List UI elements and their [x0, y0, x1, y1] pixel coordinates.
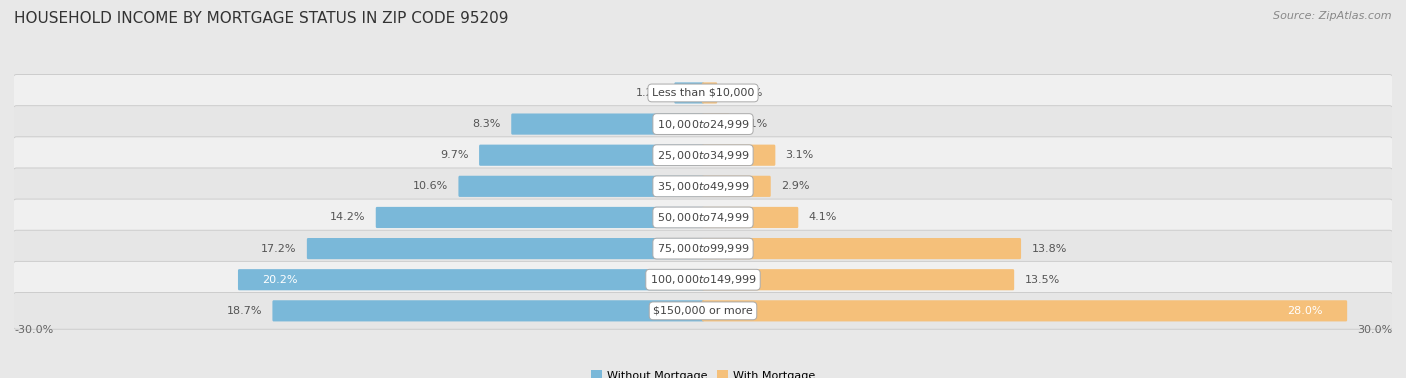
FancyBboxPatch shape — [479, 145, 704, 166]
Text: 30.0%: 30.0% — [1357, 325, 1392, 335]
FancyBboxPatch shape — [375, 207, 704, 228]
Text: HOUSEHOLD INCOME BY MORTGAGE STATUS IN ZIP CODE 95209: HOUSEHOLD INCOME BY MORTGAGE STATUS IN Z… — [14, 11, 509, 26]
FancyBboxPatch shape — [702, 145, 775, 166]
FancyBboxPatch shape — [702, 207, 799, 228]
FancyBboxPatch shape — [13, 168, 1393, 205]
FancyBboxPatch shape — [273, 300, 704, 321]
FancyBboxPatch shape — [458, 176, 704, 197]
FancyBboxPatch shape — [307, 238, 704, 259]
Text: Less than $10,000: Less than $10,000 — [652, 88, 754, 98]
FancyBboxPatch shape — [702, 82, 717, 104]
FancyBboxPatch shape — [13, 137, 1393, 174]
FancyBboxPatch shape — [512, 113, 704, 135]
Text: 28.0%: 28.0% — [1288, 306, 1323, 316]
Text: $35,000 to $49,999: $35,000 to $49,999 — [657, 180, 749, 193]
Text: 10.6%: 10.6% — [413, 181, 449, 191]
Text: 20.2%: 20.2% — [262, 275, 298, 285]
Text: 1.1%: 1.1% — [740, 119, 768, 129]
FancyBboxPatch shape — [13, 293, 1393, 329]
Legend: Without Mortgage, With Mortgage: Without Mortgage, With Mortgage — [586, 366, 820, 378]
Text: $100,000 to $149,999: $100,000 to $149,999 — [650, 273, 756, 286]
Text: $25,000 to $34,999: $25,000 to $34,999 — [657, 149, 749, 162]
Text: -30.0%: -30.0% — [14, 325, 53, 335]
Text: $50,000 to $74,999: $50,000 to $74,999 — [657, 211, 749, 224]
FancyBboxPatch shape — [675, 82, 704, 104]
Text: 18.7%: 18.7% — [226, 306, 262, 316]
Text: 9.7%: 9.7% — [440, 150, 468, 160]
FancyBboxPatch shape — [13, 74, 1393, 111]
FancyBboxPatch shape — [13, 230, 1393, 267]
FancyBboxPatch shape — [13, 261, 1393, 298]
FancyBboxPatch shape — [702, 300, 1347, 321]
Text: $75,000 to $99,999: $75,000 to $99,999 — [657, 242, 749, 255]
FancyBboxPatch shape — [702, 238, 1021, 259]
Text: 13.8%: 13.8% — [1032, 243, 1067, 254]
Text: 13.5%: 13.5% — [1025, 275, 1060, 285]
FancyBboxPatch shape — [13, 106, 1393, 143]
Text: 1.2%: 1.2% — [636, 88, 664, 98]
FancyBboxPatch shape — [702, 176, 770, 197]
Text: $150,000 or more: $150,000 or more — [654, 306, 752, 316]
Text: 14.2%: 14.2% — [330, 212, 366, 223]
FancyBboxPatch shape — [702, 269, 1014, 290]
Text: 3.1%: 3.1% — [786, 150, 814, 160]
Text: 17.2%: 17.2% — [262, 243, 297, 254]
Text: 8.3%: 8.3% — [472, 119, 501, 129]
Text: 2.9%: 2.9% — [782, 181, 810, 191]
FancyBboxPatch shape — [238, 269, 704, 290]
Text: $10,000 to $24,999: $10,000 to $24,999 — [657, 118, 749, 130]
Text: Source: ZipAtlas.com: Source: ZipAtlas.com — [1274, 11, 1392, 21]
FancyBboxPatch shape — [702, 113, 730, 135]
Text: 4.1%: 4.1% — [808, 212, 837, 223]
Text: 0.57%: 0.57% — [727, 88, 763, 98]
FancyBboxPatch shape — [13, 199, 1393, 236]
